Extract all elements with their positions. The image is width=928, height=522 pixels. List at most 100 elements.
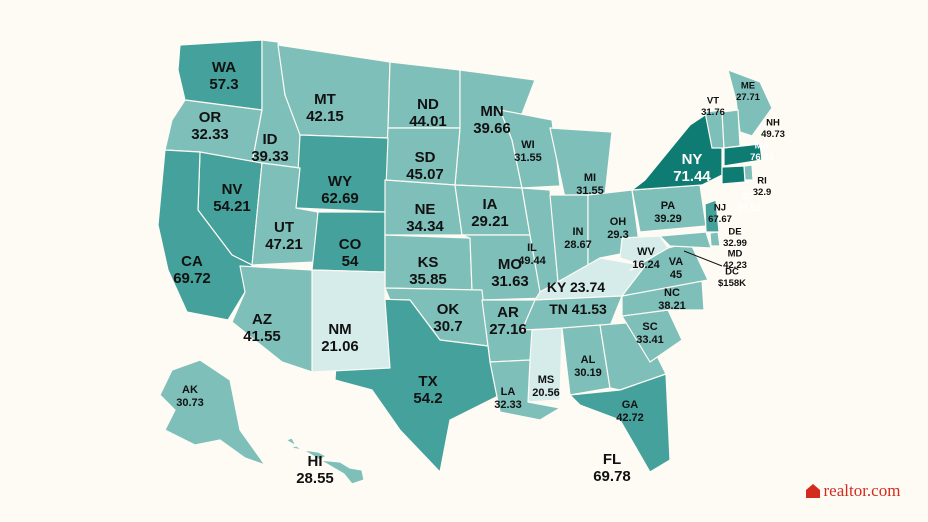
state-name: TX [418,373,437,390]
state-name: WA [212,59,236,76]
state-value: 34.34 [406,218,444,235]
state-value: 89.51 [737,203,761,214]
state-value: 42.15 [306,108,344,125]
state-value: 47.21 [265,236,303,253]
state-name: MT [314,91,336,108]
state-name: VT [707,96,719,107]
state-name: IN [573,226,584,238]
state-name: AK [182,384,198,396]
state-name: RI [757,176,767,187]
state-value: 38.21 [658,300,686,312]
state-name: MO [498,256,522,273]
state-name: DE [728,227,741,238]
state-shape [631,114,723,191]
state-value: 41.55 [243,328,281,345]
state-value: 76.43 [750,152,774,163]
state-value: 33.41 [636,334,664,346]
logo-text: realtor.com [824,481,901,500]
state-value: 69.72 [173,270,211,287]
state-name: NE [415,201,436,218]
state-value: 44.01 [409,113,447,130]
state-value: 39.29 [654,213,682,225]
state-name: MD [728,249,743,260]
state-value: 32.33 [191,126,229,143]
state-value: 67.67 [708,214,732,225]
state-name: UT [274,219,294,236]
state-value: 16.24 [632,259,660,271]
state-name: ME [741,81,755,92]
state-name: LA [501,386,516,398]
state-name: CA [181,253,203,270]
state-value: 35.85 [409,271,447,288]
state-value: 54.21 [213,198,251,215]
state-value: 27.16 [489,321,527,338]
state-value: 31.76 [701,107,725,118]
state-value: 28.67 [564,239,592,251]
state-value: 39.33 [251,148,289,165]
state-value: 30.7 [433,318,462,335]
state-name: NH [766,118,780,129]
state-shape [527,327,563,403]
state-name: AZ [252,311,272,328]
state-shape [489,359,561,421]
state-value: 31.63 [491,273,529,290]
state-name: MA [755,141,770,152]
state-name: WV [637,246,655,258]
state-value: 31.55 [514,152,542,164]
state-name: ND [417,96,439,113]
state-name: NY [682,151,703,168]
state-value: 39.66 [473,120,511,137]
state-value: 21.06 [321,338,359,355]
state-name: WI [521,139,534,151]
state-shape [721,165,746,185]
state-value: 41.53 [572,301,607,317]
state-name: AL [581,354,596,366]
state-name: NV [222,181,243,198]
logo-icon [806,484,820,498]
state-name: NM [328,321,351,338]
state-name: DC [725,267,739,278]
state-shape [743,164,754,181]
state-shape [569,373,671,473]
state-name: PA [661,200,676,212]
state-shape [499,109,561,189]
state-name: IL [527,242,537,254]
state-value: 27.71 [736,92,760,103]
state-shape [285,437,365,485]
state-value: 69.78 [593,468,631,485]
state-value: 32.33 [494,399,522,411]
state-value: 28.55 [296,470,334,487]
state-value: 49.44 [518,255,546,267]
state-value: $158K [718,278,746,289]
state-name: CT [743,192,756,203]
state-name: GA [622,399,639,411]
state-value: 54 [342,253,359,270]
state-name: OR [199,109,222,126]
state-name: CO [339,236,362,253]
state-name: TN [549,301,568,317]
state-name: KS [418,254,439,271]
state-value: 32.9 [753,187,772,198]
state-value: 57.3 [209,76,238,93]
logo: realtor.com [806,481,900,500]
state-name: SD [415,149,436,166]
state-value: 45 [670,269,682,281]
state-value: 30.19 [574,367,602,379]
state-name: KY [547,279,567,295]
state-name: HI [308,453,323,470]
state-value: 29.3 [607,229,628,241]
state-shape [231,265,313,373]
state-value: 71.44 [673,168,711,185]
state-value: 49.73 [761,129,785,140]
state-value: 45.07 [406,166,444,183]
state-label: KY 23.74 [547,279,605,295]
state-value: 42.23 [723,260,747,271]
state-shape [704,199,720,233]
state-shape [659,231,712,249]
state-value: 54.2 [413,390,442,407]
state-name: NC [664,287,680,299]
state-name: OK [437,301,460,318]
state-name: AR [497,304,519,321]
